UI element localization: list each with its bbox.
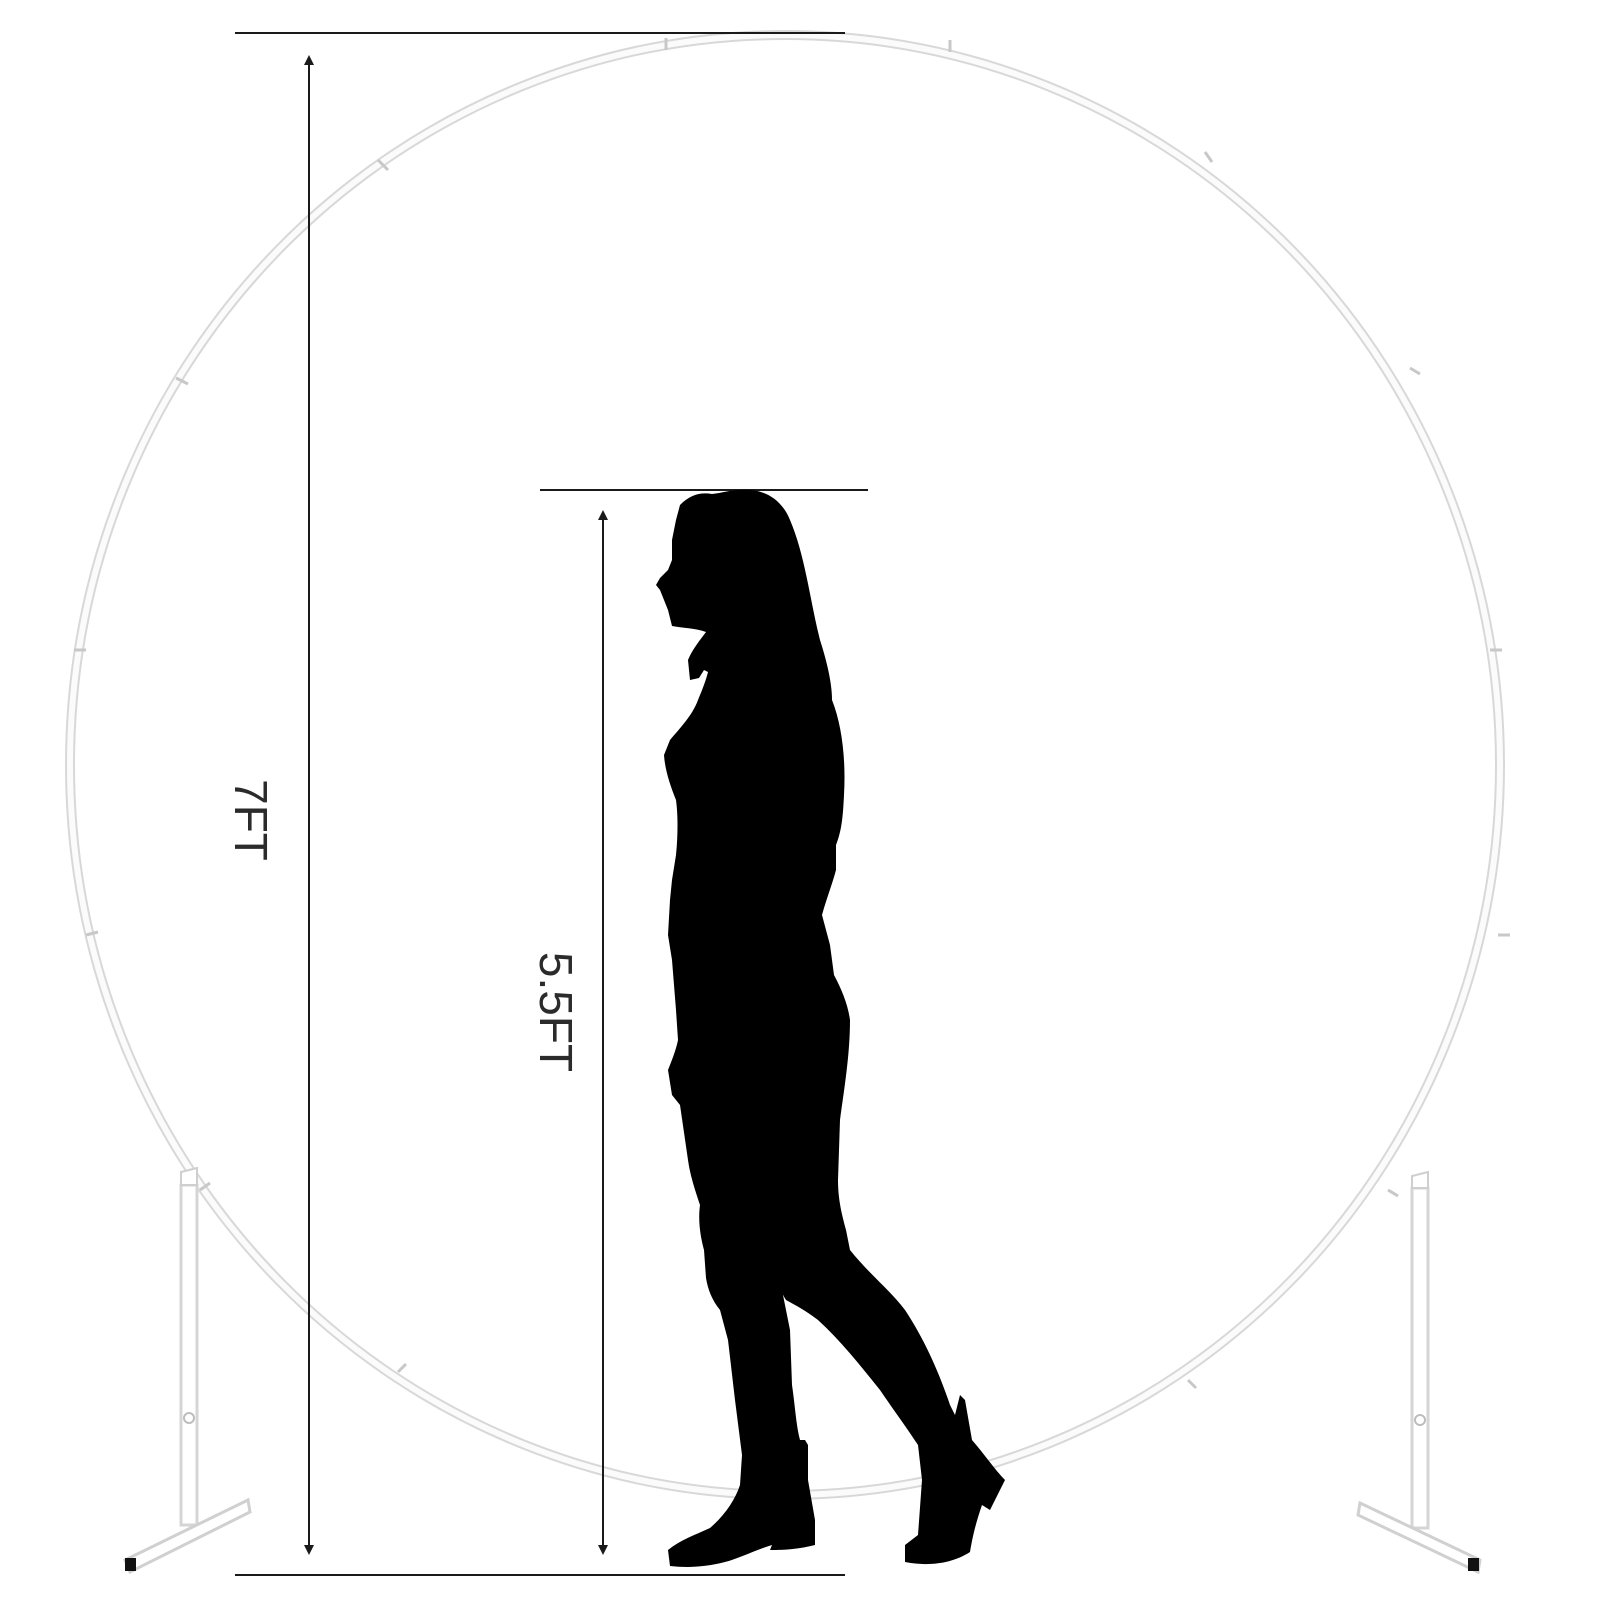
arch-height-label: 7FT	[225, 779, 277, 861]
right-stand-base	[1356, 1500, 1482, 1575]
person-height-label: 5.5FT	[530, 952, 582, 1072]
left-stand	[123, 1166, 252, 1575]
person-height-dimension: 5.5FT	[530, 489, 868, 1555]
right-stand	[1356, 1170, 1482, 1575]
right-stand-knob	[1414, 1414, 1426, 1426]
left-stand-foot-cap	[125, 1558, 136, 1571]
left-stand-pole	[179, 1183, 199, 1527]
left-stand-knob	[183, 1412, 195, 1424]
arch-height-dimension: 7FT	[225, 32, 845, 1576]
right-stand-clip	[1411, 1170, 1429, 1189]
right-stand-pole	[1410, 1186, 1430, 1530]
arch-segment-joints	[74, 38, 1510, 1390]
right-stand-foot-cap	[1468, 1558, 1479, 1571]
silhouette-head	[656, 489, 1005, 1567]
person-silhouette	[656, 489, 1005, 1567]
left-stand-clip	[180, 1166, 198, 1186]
